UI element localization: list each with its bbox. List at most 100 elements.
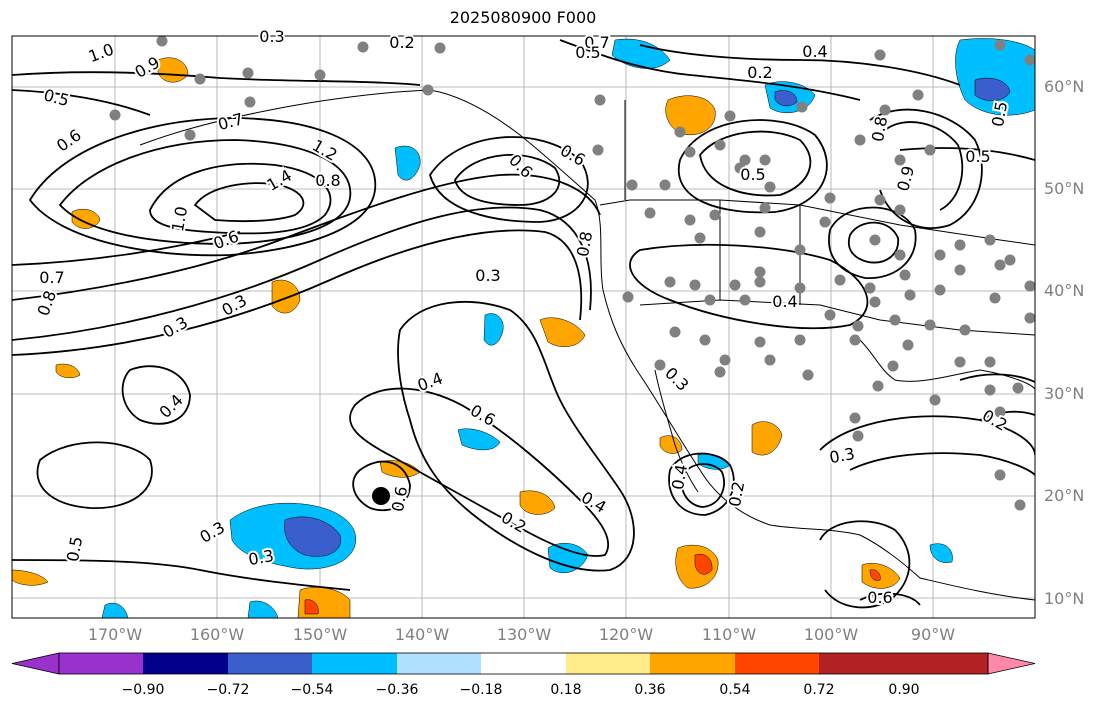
contour-label: 0.4 (668, 463, 691, 491)
shaded-anomaly-patches (12, 38, 1035, 618)
station-dot (869, 234, 881, 246)
station-dot (874, 49, 886, 61)
station-dot (887, 360, 899, 372)
colorbar-tick-label: 0.90 (888, 682, 920, 698)
positive-anomaly-patch (71, 209, 101, 229)
station-dot (699, 334, 711, 346)
station-dot (794, 244, 806, 256)
station-dot (984, 384, 996, 396)
station-dot (894, 154, 906, 166)
positive-anomaly-patch (55, 363, 81, 379)
station-dot (794, 282, 806, 294)
station-dot (184, 129, 196, 141)
negative-anomaly-patch (101, 602, 129, 618)
station-dot (869, 296, 881, 308)
colorbar-swatch (481, 653, 566, 674)
lat-label-30n: 30°N (1044, 384, 1085, 403)
station-dot (434, 42, 446, 54)
station-markers (109, 36, 1035, 511)
station-dot (864, 282, 876, 294)
lat-label-60n: 60°N (1044, 77, 1085, 96)
station-dot (709, 209, 721, 221)
station-dot (954, 264, 966, 276)
lon-label-150w: 150°W (292, 625, 348, 644)
positive-anomaly-patch (694, 554, 713, 575)
negative-anomaly-patch (284, 516, 342, 557)
station-dot (759, 202, 771, 214)
colorbar-extend-min (11, 652, 60, 675)
positive-anomaly-patch (304, 599, 319, 615)
station-dot (894, 204, 906, 216)
positive-anomaly-patch (665, 95, 716, 136)
station-dot (422, 84, 434, 96)
station-dot (912, 89, 924, 101)
station-dot (764, 181, 776, 193)
station-dot (622, 291, 634, 303)
station-dot (824, 309, 836, 321)
lat-label-20n: 20°N (1044, 486, 1085, 505)
station-dot (802, 369, 814, 381)
station-dot (156, 36, 168, 47)
contour-label: 0.3 (259, 27, 284, 46)
positive-anomaly-patch (869, 569, 881, 581)
station-dot (739, 294, 751, 306)
colorbar-swatch (59, 653, 143, 674)
station-dot (994, 406, 1006, 418)
station-dot (904, 289, 916, 301)
colorbar-tick-label: 0.36 (634, 682, 666, 698)
colorbar-outline (58, 652, 989, 675)
station-dot (872, 380, 884, 392)
station-dot (754, 226, 766, 238)
station-dot (1024, 54, 1035, 66)
station-dot (889, 314, 901, 326)
colorbar-tick-label: 0.72 (803, 682, 835, 698)
lon-label-120w: 120°W (598, 625, 654, 644)
colorbar-tick-label: −0.72 (206, 682, 250, 698)
colorbar-tick-label: −0.54 (290, 682, 334, 698)
negative-anomaly-patch (955, 38, 1035, 116)
station-dot (659, 179, 671, 191)
contour-label: 0.3 (475, 266, 500, 285)
station-dot (314, 69, 326, 81)
negative-anomaly-patch (457, 428, 501, 451)
negative-anomaly-patch (394, 145, 421, 181)
colorbar-swatch (143, 653, 228, 674)
negative-anomaly-patch (929, 543, 953, 563)
station-dot (244, 96, 256, 108)
station-dot (819, 216, 831, 228)
station-dot (109, 109, 121, 121)
station-dot (194, 73, 206, 85)
station-dot (929, 394, 941, 406)
colorbar-swatch (397, 653, 481, 674)
station-dot (834, 274, 846, 286)
station-dot (592, 144, 604, 156)
station-dot (989, 292, 1001, 304)
colorbar-tick-label: 0.54 (719, 682, 751, 698)
colorbar-tick-label: −0.18 (459, 682, 503, 698)
station-dot (357, 41, 369, 53)
station-dot (934, 249, 946, 261)
negative-anomaly-patch (483, 313, 504, 346)
colorbar-swatch (228, 653, 312, 674)
contour-label: 0.8 (315, 171, 340, 190)
positive-anomaly-patch (12, 569, 49, 586)
map-border (11, 35, 1036, 619)
contour-label: 0.5 (740, 165, 765, 184)
contour-label: 0.2 (747, 63, 772, 82)
contour-label: 0.5 (988, 100, 1011, 128)
storm-center-marker (372, 487, 390, 505)
station-dot (724, 110, 736, 122)
station-dot (852, 430, 864, 442)
station-dot (1024, 312, 1035, 324)
contour-label: 0.5 (575, 43, 600, 62)
station-dot (954, 239, 966, 251)
station-dot (739, 154, 751, 166)
station-dot (794, 334, 806, 346)
station-dot (849, 334, 861, 346)
negative-anomaly-patch (974, 77, 1011, 101)
colorbar-tick-label: −0.36 (375, 682, 419, 698)
station-dot (644, 207, 656, 219)
station-dot (899, 269, 911, 281)
station-dot (714, 139, 726, 151)
